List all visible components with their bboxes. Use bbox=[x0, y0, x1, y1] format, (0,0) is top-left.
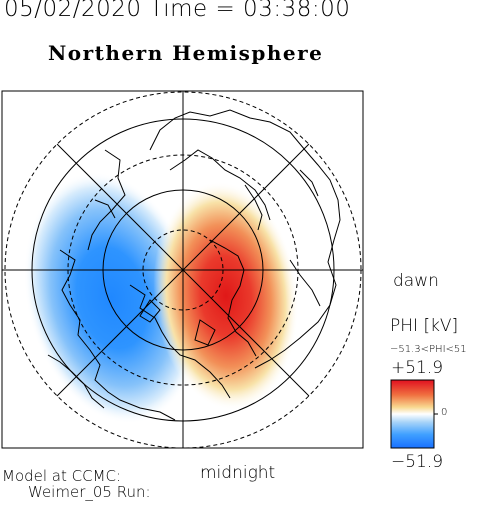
model-label: Model at CCMC: bbox=[2, 467, 122, 485]
colorbar-mid-label: 0 bbox=[441, 407, 448, 418]
colorbar-min-label: −51.9 bbox=[391, 452, 444, 472]
midnight-label: midnight bbox=[200, 463, 276, 483]
timestamp-title: 05/02/2020 Time = 03:38:00 bbox=[4, 0, 351, 22]
run-label: Weimer_05 Run: bbox=[28, 483, 151, 501]
colorbar-title: PHI [kV] bbox=[390, 316, 459, 336]
dawn-label: dawn bbox=[393, 271, 439, 291]
colorbar-range-text: −51.3<PHI<51 bbox=[390, 344, 467, 355]
colorbar bbox=[390, 379, 435, 449]
meridian-grid bbox=[2, 91, 363, 448]
hemisphere-title: Northern Hemisphere bbox=[48, 41, 324, 65]
coastlines bbox=[47, 109, 341, 421]
colorbar-max-label: +51.9 bbox=[391, 358, 444, 378]
negative-cell bbox=[23, 172, 201, 424]
meridian-diagonal-2 bbox=[56, 143, 310, 397]
